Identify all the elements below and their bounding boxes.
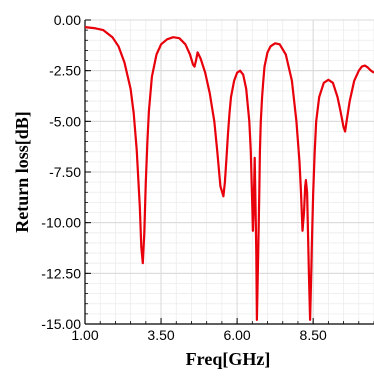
return-loss-series-line xyxy=(84,26,374,321)
y-tick-label: -5.00 xyxy=(49,113,81,129)
y-tick-label: -15.00 xyxy=(41,316,81,332)
y-tick-label: -7.50 xyxy=(49,164,81,180)
y-tick-label: -12.50 xyxy=(41,265,81,281)
y-axis-title: Return loss[dB] xyxy=(12,111,32,233)
y-axis-tick-labels: 0.00 -2.50 -5.00 -7.50 -10.00 -12.50 -15.00 xyxy=(41,12,81,332)
y-tick-label: -10.00 xyxy=(41,215,81,231)
x-axis-tick-labels: 1.00 3.50 6.00 8.50 xyxy=(71,327,327,343)
x-tick-label: 6.00 xyxy=(223,327,250,343)
x-tick-label: 1.00 xyxy=(71,327,98,343)
x-axis-title: Freq[GHz] xyxy=(186,349,271,369)
x-tick-label: 3.50 xyxy=(147,327,174,343)
y-tick-label: -2.50 xyxy=(49,63,81,79)
x-tick-label: 8.50 xyxy=(300,327,327,343)
y-tick-label: 0.00 xyxy=(54,12,81,28)
